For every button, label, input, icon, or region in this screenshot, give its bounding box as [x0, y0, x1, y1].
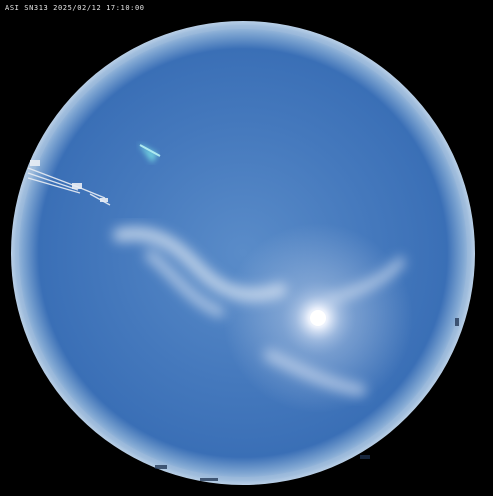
horizon-ring	[15, 25, 471, 481]
antenna-details	[30, 160, 108, 202]
antenna-mast	[27, 167, 111, 206]
sun	[310, 310, 326, 326]
sky-dome	[11, 21, 475, 485]
lens-flare	[138, 143, 158, 163]
horizon-objects	[155, 318, 459, 481]
camera-caption: ASI SN313 2025/02/12 17:10:00	[5, 4, 145, 12]
